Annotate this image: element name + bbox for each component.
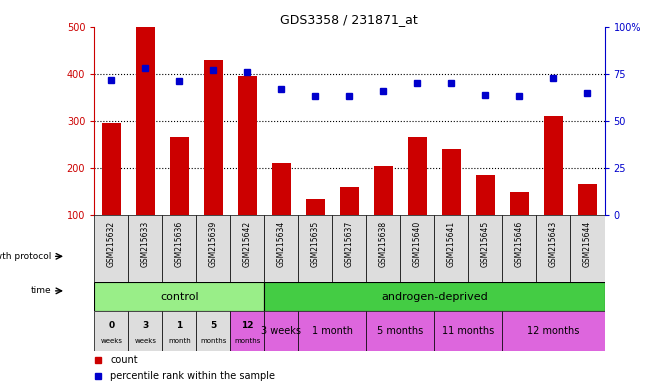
Bar [162, 215, 196, 282]
Text: GSM215636: GSM215636 [175, 220, 184, 266]
Bar [400, 215, 434, 282]
Text: GSM215645: GSM215645 [481, 220, 490, 266]
Text: weeks: weeks [135, 338, 156, 344]
Text: 1: 1 [176, 321, 183, 329]
Bar [94, 215, 128, 282]
Text: 5: 5 [210, 321, 216, 329]
Bar [204, 60, 223, 215]
Bar [374, 166, 393, 215]
Bar [476, 175, 495, 215]
Bar [367, 215, 400, 282]
Bar [578, 184, 597, 215]
Bar [510, 192, 529, 215]
Text: 3: 3 [142, 321, 148, 329]
Bar [230, 215, 265, 282]
Bar [196, 215, 230, 282]
Bar [162, 311, 196, 351]
Bar [298, 215, 332, 282]
Bar [408, 137, 427, 215]
Text: growth protocol: growth protocol [0, 252, 52, 261]
Bar [265, 311, 298, 351]
Bar [367, 311, 434, 351]
Bar [434, 215, 469, 282]
Text: months: months [234, 338, 261, 344]
Text: 0: 0 [108, 321, 114, 329]
Text: 12 months: 12 months [527, 326, 580, 336]
Text: GSM215634: GSM215634 [277, 220, 286, 266]
Bar [332, 215, 367, 282]
Bar [170, 137, 188, 215]
Bar [502, 311, 604, 351]
Text: GSM215643: GSM215643 [549, 220, 558, 266]
Text: time: time [31, 286, 52, 295]
Text: 5 months: 5 months [377, 326, 424, 336]
Bar [434, 311, 502, 351]
Text: weeks: weeks [100, 338, 122, 344]
Text: GSM215638: GSM215638 [379, 220, 388, 266]
Text: month: month [168, 338, 190, 344]
Text: GSM215641: GSM215641 [447, 220, 456, 266]
Text: 3 weeks: 3 weeks [261, 326, 302, 336]
Text: 12: 12 [241, 321, 254, 329]
Bar [340, 187, 359, 215]
Bar [196, 311, 230, 351]
Bar [306, 199, 325, 215]
Text: control: control [160, 291, 199, 302]
Bar [136, 27, 155, 215]
Text: percentile rank within the sample: percentile rank within the sample [111, 371, 276, 381]
Bar [272, 163, 291, 215]
Text: count: count [111, 356, 138, 366]
Bar [94, 311, 128, 351]
Bar [128, 311, 162, 351]
Bar [94, 282, 265, 311]
Text: GSM215639: GSM215639 [209, 220, 218, 266]
Text: GSM215637: GSM215637 [345, 220, 354, 266]
Text: months: months [200, 338, 226, 344]
Bar [102, 123, 121, 215]
Text: androgen-deprived: androgen-deprived [381, 291, 488, 302]
Text: GSM215632: GSM215632 [107, 220, 116, 266]
Title: GDS3358 / 231871_at: GDS3358 / 231871_at [281, 13, 418, 26]
Bar [469, 215, 502, 282]
Bar [536, 215, 571, 282]
Text: 11 months: 11 months [442, 326, 495, 336]
Text: 1 month: 1 month [312, 326, 353, 336]
Text: GSM215642: GSM215642 [243, 220, 252, 266]
Bar [544, 116, 563, 215]
Text: GSM215644: GSM215644 [583, 220, 592, 266]
Bar [230, 311, 265, 351]
Bar [128, 215, 162, 282]
Bar [265, 215, 298, 282]
Bar [298, 311, 367, 351]
Text: GSM215646: GSM215646 [515, 220, 524, 266]
Text: GSM215635: GSM215635 [311, 220, 320, 266]
Bar [442, 149, 461, 215]
Bar [571, 215, 605, 282]
Bar [238, 76, 257, 215]
Text: GSM215640: GSM215640 [413, 220, 422, 266]
Bar [265, 282, 604, 311]
Text: GSM215633: GSM215633 [141, 220, 150, 266]
Bar [502, 215, 536, 282]
